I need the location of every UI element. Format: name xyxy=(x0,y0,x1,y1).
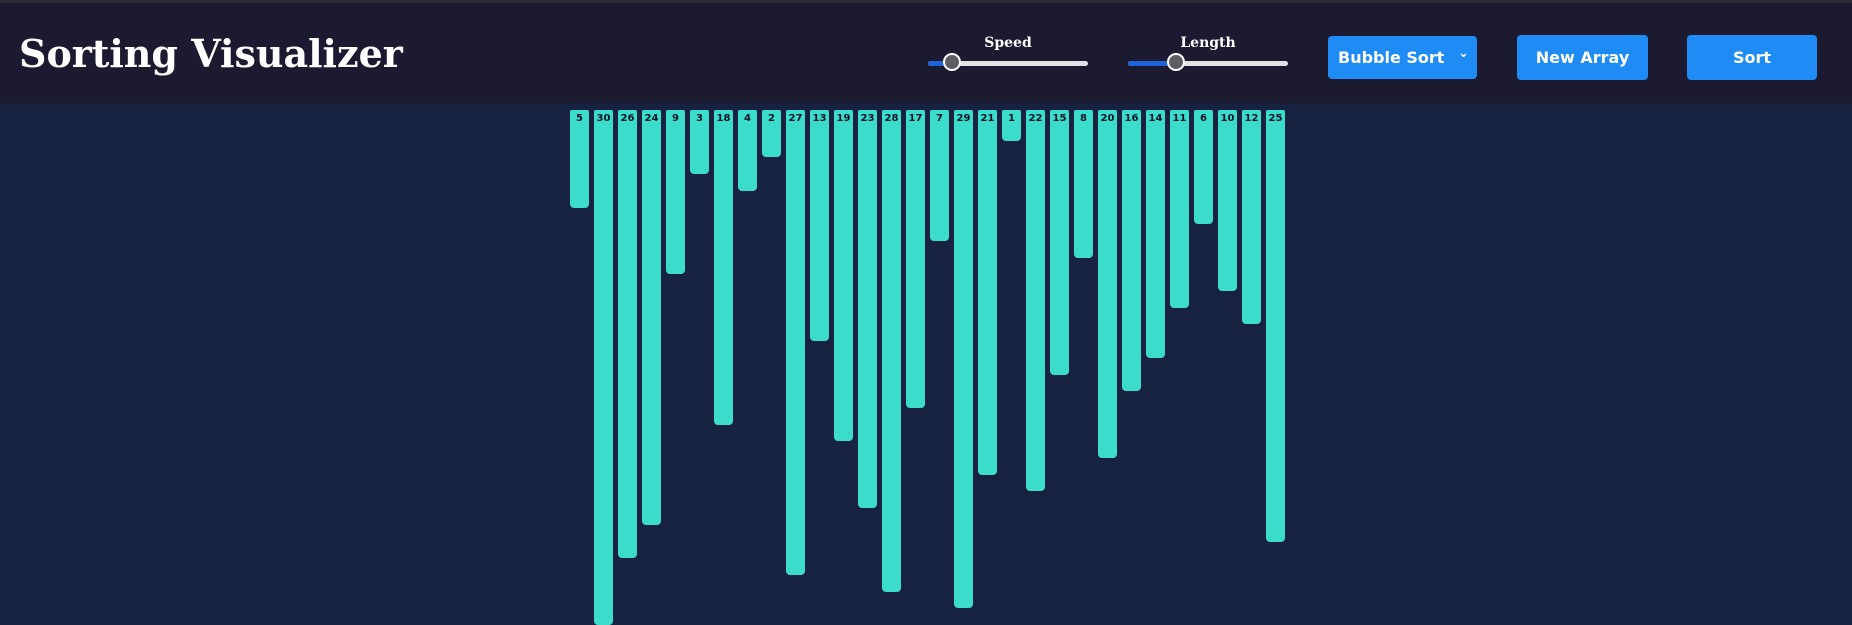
array-bar-value: 18 xyxy=(716,113,731,124)
array-bar-value: 12 xyxy=(1244,113,1259,124)
array-bar-value: 6 xyxy=(1200,113,1207,124)
array-bar: 22 xyxy=(1026,110,1045,491)
array-bar: 9 xyxy=(666,110,685,274)
array-bar-value: 25 xyxy=(1268,113,1283,124)
array-bar-value: 23 xyxy=(860,113,875,124)
array-bar: 7 xyxy=(930,110,949,241)
array-bar: 13 xyxy=(810,110,829,341)
array-bar-value: 4 xyxy=(744,113,751,124)
length-slider[interactable] xyxy=(1128,53,1288,71)
array-bar-value: 27 xyxy=(788,113,803,124)
array-bar: 26 xyxy=(618,110,637,558)
speed-slider[interactable] xyxy=(928,53,1088,71)
array-bar: 18 xyxy=(714,110,733,425)
array-bar: 20 xyxy=(1098,110,1117,458)
array-bar: 25 xyxy=(1266,110,1285,542)
array-bar-value: 17 xyxy=(908,113,923,124)
array-bar-value: 11 xyxy=(1172,113,1187,124)
array-bar-value: 5 xyxy=(576,113,583,124)
length-slider-thumb[interactable] xyxy=(1167,53,1185,71)
array-bar: 6 xyxy=(1194,110,1213,224)
array-bar: 11 xyxy=(1170,110,1189,308)
algorithm-select-value: Bubble Sort xyxy=(1338,48,1445,67)
window-top-border xyxy=(0,0,1852,3)
array-bar: 15 xyxy=(1050,110,1069,375)
array-bar-value: 22 xyxy=(1028,113,1043,124)
speed-label: Speed xyxy=(984,35,1032,51)
length-slider-fill xyxy=(1128,61,1176,66)
array-bar-value: 20 xyxy=(1100,113,1115,124)
array-bar-value: 24 xyxy=(644,113,659,124)
array-bar-value: 21 xyxy=(980,113,995,124)
array-bar-value: 14 xyxy=(1148,113,1163,124)
speed-slider-thumb[interactable] xyxy=(943,53,961,71)
array-bar: 23 xyxy=(858,110,877,508)
array-bar-value: 26 xyxy=(620,113,635,124)
array-bar: 3 xyxy=(690,110,709,174)
array-bar-value: 16 xyxy=(1124,113,1139,124)
array-bar-value: 2 xyxy=(768,113,775,124)
array-bar: 12 xyxy=(1242,110,1261,324)
app-title: Sorting Visualizer xyxy=(19,31,403,76)
array-bar-value: 10 xyxy=(1220,113,1235,124)
array-bar-value: 3 xyxy=(696,113,703,124)
app-header: Sorting Visualizer Speed Length Bubble S… xyxy=(0,3,1852,103)
array-bar-value: 9 xyxy=(672,113,679,124)
array-bar: 17 xyxy=(906,110,925,408)
algorithm-select[interactable]: Bubble Sort ⌄ xyxy=(1328,36,1477,79)
speed-slider-fill xyxy=(928,61,952,66)
new-array-button[interactable]: New Array xyxy=(1517,35,1648,80)
array-bar-value: 15 xyxy=(1052,113,1067,124)
array-bar-value: 1 xyxy=(1008,113,1015,124)
array-bar-value: 30 xyxy=(596,113,611,124)
array-bar: 29 xyxy=(954,110,973,608)
array-bar-value: 7 xyxy=(936,113,943,124)
array-bar-value: 13 xyxy=(812,113,827,124)
array-bar: 8 xyxy=(1074,110,1093,258)
array-bar: 27 xyxy=(786,110,805,575)
array-bar: 30 xyxy=(594,110,613,625)
array-bar: 1 xyxy=(1002,110,1021,141)
array-bar: 28 xyxy=(882,110,901,592)
array-bar: 2 xyxy=(762,110,781,157)
sort-button[interactable]: Sort xyxy=(1687,35,1817,80)
array-bar: 19 xyxy=(834,110,853,441)
chevron-down-icon: ⌄ xyxy=(1458,46,1469,61)
length-control: Length xyxy=(1128,33,1288,83)
array-bar: 16 xyxy=(1122,110,1141,391)
array-bar: 14 xyxy=(1146,110,1165,358)
array-bar: 24 xyxy=(642,110,661,525)
array-bar: 21 xyxy=(978,110,997,475)
array-bar-value: 28 xyxy=(884,113,899,124)
array-bar-value: 19 xyxy=(836,113,851,124)
speed-control: Speed xyxy=(928,33,1088,83)
array-bar: 4 xyxy=(738,110,757,191)
array-bar-value: 29 xyxy=(956,113,971,124)
length-label: Length xyxy=(1180,35,1236,51)
array-bar-value: 8 xyxy=(1080,113,1087,124)
array-bar: 5 xyxy=(570,110,589,208)
array-bar: 10 xyxy=(1218,110,1237,291)
